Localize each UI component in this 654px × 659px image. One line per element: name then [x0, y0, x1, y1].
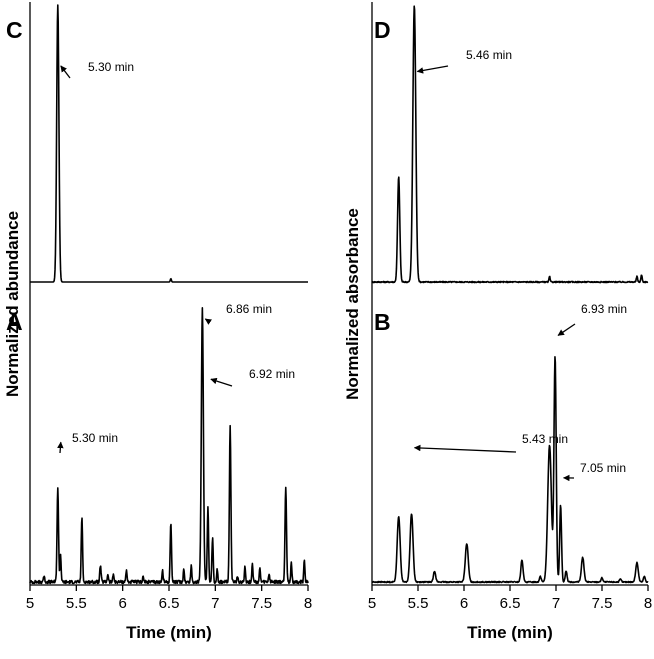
- x-tick-label: 7.5: [251, 595, 272, 612]
- peak-label: 5.30 min: [72, 431, 118, 445]
- x-tick-label: 6: [460, 595, 468, 612]
- panel-letter-c: C: [6, 17, 23, 43]
- panel-letter-d: D: [374, 17, 391, 43]
- panel-letter-b: B: [374, 309, 391, 335]
- x-tick-label: 6: [118, 595, 126, 612]
- x-tick-label: 8: [644, 595, 652, 612]
- x-tick-label: 6.5: [500, 595, 521, 612]
- peak-label: 5.46 min: [466, 48, 512, 62]
- peak-arrow: [557, 323, 576, 336]
- peak-label: 6.92 min: [249, 367, 295, 381]
- peak-label: 5.30 min: [88, 60, 134, 74]
- peak-arrow: [416, 65, 449, 74]
- peak-label: 6.86 min: [226, 302, 272, 316]
- trace-d: [371, 5, 649, 284]
- x-tick-label: 8: [304, 595, 312, 612]
- peak-arrow: [60, 65, 71, 79]
- peak-arrow: [204, 318, 213, 325]
- x-tick-label: 5.5: [408, 595, 429, 612]
- x-axis-label: Time (min): [126, 623, 212, 642]
- trace-b: [371, 356, 649, 584]
- peak-label: 6.93 min: [581, 302, 627, 316]
- peak-arrow: [57, 441, 64, 454]
- trace-a: [29, 307, 309, 585]
- y-axis-label: Normalized absorbance: [343, 208, 362, 400]
- peak-label: 5.43 min: [522, 432, 568, 446]
- x-axis-label: Time (min): [467, 623, 553, 642]
- x-tick-label: 7.5: [592, 595, 613, 612]
- x-tick-label: 5.5: [66, 595, 87, 612]
- x-tick-label: 5: [368, 595, 376, 612]
- x-tick-label: 5: [26, 595, 34, 612]
- x-tick-label: 7: [552, 595, 560, 612]
- peak-arrow: [413, 444, 517, 453]
- x-tick-label: 6.5: [159, 595, 180, 612]
- peak-arrow: [210, 377, 233, 387]
- y-axis-label: Normalized abundance: [3, 211, 22, 397]
- x-tick-label: 7: [211, 595, 219, 612]
- trace-c: [29, 4, 309, 283]
- peak-label: 7.05 min: [580, 461, 626, 475]
- panel-letter-a: A: [6, 309, 23, 335]
